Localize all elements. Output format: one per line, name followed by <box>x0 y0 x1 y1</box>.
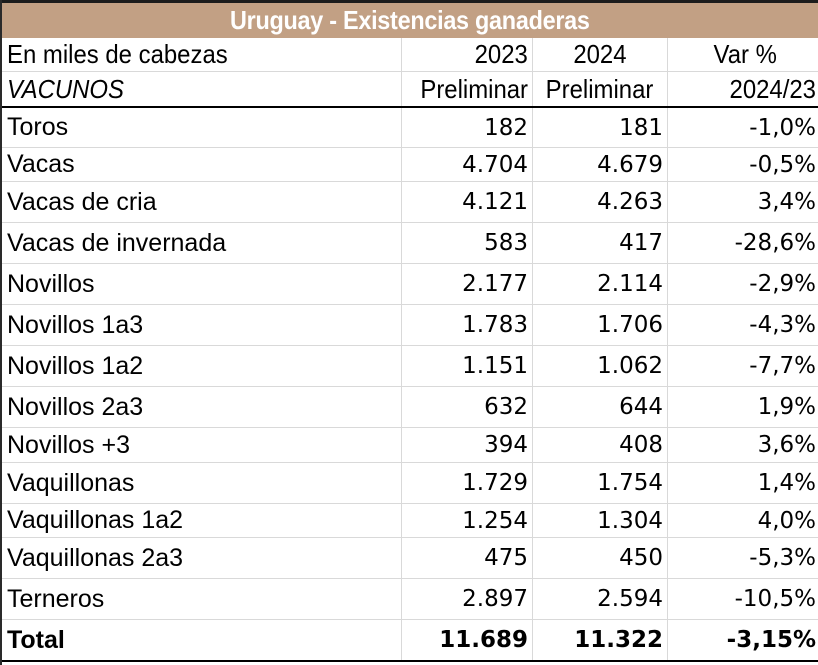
value-var[interactable]: -1,0% <box>749 114 816 141</box>
value-2023[interactable]: 583 <box>402 223 533 263</box>
table-row: Vaquillonas 1.729 1.754 1,4% <box>2 463 818 504</box>
table-row: Novillos +3 394 408 3,6% <box>2 428 818 463</box>
row-label[interactable]: Vaquillonas <box>2 463 402 503</box>
header-cell-var-period[interactable]: 2024/23 <box>729 73 816 104</box>
value-2023[interactable]: 2.177 <box>402 264 533 304</box>
value-2023[interactable]: 182 <box>402 108 533 147</box>
value-2024[interactable]: 1.062 <box>533 346 668 386</box>
total-label[interactable]: Total <box>2 620 402 660</box>
value-2024[interactable]: 408 <box>533 428 668 462</box>
value-2024[interactable]: 2.114 <box>533 264 668 304</box>
header-row-2: VACUNOS Preliminar Preliminar 2024/23 <box>2 72 818 108</box>
table-row: Novillos 1a2 1.151 1.062 -7,7% <box>2 346 818 387</box>
value-var[interactable]: 3,6% <box>757 432 816 458</box>
value-2023[interactable]: 1.729 <box>402 463 533 503</box>
total-2024[interactable]: 11.322 <box>533 620 668 660</box>
header-row-1: En miles de cabezas 2023 2024 Var % <box>2 38 818 72</box>
table-row: Vaquillonas 2a3 475 450 -5,3% <box>2 538 818 579</box>
value-var[interactable]: -5,3% <box>749 545 816 571</box>
table-row: Novillos 2.177 2.114 -2,9% <box>2 264 818 305</box>
header-cell-var[interactable]: Var % <box>713 39 777 69</box>
table-row: Terneros 2.897 2.594 -10,5% <box>2 579 818 620</box>
value-2023[interactable]: 4.121 <box>402 182 533 222</box>
value-2023[interactable]: 2.897 <box>402 579 533 619</box>
value-2023[interactable]: 1.254 <box>402 504 533 537</box>
total-2023[interactable]: 11.689 <box>402 620 533 660</box>
row-label[interactable]: Toros <box>2 108 402 147</box>
value-var[interactable]: 1,9% <box>757 394 816 420</box>
value-2024[interactable]: 1.706 <box>533 305 668 345</box>
total-var[interactable]: -3,15% <box>726 627 816 653</box>
table-row: Toros 182 181 -1,0% <box>2 108 818 148</box>
value-2024[interactable]: 2.594 <box>533 579 668 619</box>
header-cell-category[interactable]: VACUNOS <box>2 72 402 106</box>
table-row: Novillos 1a3 1.783 1.706 -4,3% <box>2 305 818 346</box>
row-label[interactable]: Vacas de cria <box>2 182 402 222</box>
table-row: Vacas 4.704 4.679 -0,5% <box>2 148 818 182</box>
table-title[interactable]: Uruguay - Existencias ganaderas <box>2 3 818 38</box>
header-cell-2024-status[interactable]: Preliminar <box>533 72 668 106</box>
row-label[interactable]: Vacas <box>2 148 402 181</box>
value-2023[interactable]: 1.783 <box>402 305 533 345</box>
value-var[interactable]: -7,7% <box>749 353 816 379</box>
table-row: Novillos 2a3 632 644 1,9% <box>2 387 818 428</box>
table-row: Vacas de invernada 583 417 -28,6% <box>2 223 818 264</box>
table-row: Vaquillonas 1a2 1.254 1.304 4,0% <box>2 504 818 538</box>
value-var[interactable]: -2,9% <box>749 271 816 297</box>
row-label[interactable]: Vacas de invernada <box>2 223 402 263</box>
row-label[interactable]: Novillos 1a3 <box>2 305 402 345</box>
value-var[interactable]: -4,3% <box>749 312 816 338</box>
header-cell-2023-status[interactable]: Preliminar <box>402 72 533 106</box>
value-2023[interactable]: 632 <box>402 387 533 427</box>
value-var[interactable]: 1,4% <box>757 470 816 496</box>
row-label[interactable]: Novillos 1a2 <box>2 346 402 386</box>
value-var[interactable]: -28,6% <box>734 230 816 256</box>
value-2024[interactable]: 181 <box>533 108 668 147</box>
value-var[interactable]: 4,0% <box>757 507 816 534</box>
value-2023[interactable]: 4.704 <box>402 148 533 181</box>
value-2024[interactable]: 4.263 <box>533 182 668 222</box>
row-label[interactable]: Vaquillonas 1a2 <box>2 504 402 537</box>
left-border <box>0 0 2 665</box>
value-var[interactable]: -10,5% <box>734 586 816 612</box>
table-row: Vacas de cria 4.121 4.263 3,4% <box>2 182 818 223</box>
value-var[interactable]: 3,4% <box>757 189 816 215</box>
value-2024[interactable]: 450 <box>533 538 668 578</box>
table-title-text: Uruguay - Existencias ganaderas <box>230 5 590 35</box>
header-cell-2024[interactable]: 2024 <box>533 38 668 71</box>
value-var[interactable]: -0,5% <box>749 151 816 178</box>
value-2024[interactable]: 644 <box>533 387 668 427</box>
value-2023[interactable]: 394 <box>402 428 533 462</box>
row-label[interactable]: Terneros <box>2 579 402 619</box>
header-cell-unit[interactable]: En miles de cabezas <box>2 38 402 71</box>
value-2023[interactable]: 1.151 <box>402 346 533 386</box>
row-label[interactable]: Novillos 2a3 <box>2 387 402 427</box>
value-2023[interactable]: 475 <box>402 538 533 578</box>
value-2024[interactable]: 1.304 <box>533 504 668 537</box>
value-2024[interactable]: 4.679 <box>533 148 668 181</box>
row-label[interactable]: Novillos +3 <box>2 428 402 462</box>
row-label[interactable]: Novillos <box>2 264 402 304</box>
header-cell-2023[interactable]: 2023 <box>402 38 533 71</box>
row-label[interactable]: Vaquillonas 2a3 <box>2 538 402 578</box>
total-row: Total 11.689 11.322 -3,15% <box>2 620 818 662</box>
value-2024[interactable]: 417 <box>533 223 668 263</box>
top-border <box>0 0 818 3</box>
value-2024[interactable]: 1.754 <box>533 463 668 503</box>
